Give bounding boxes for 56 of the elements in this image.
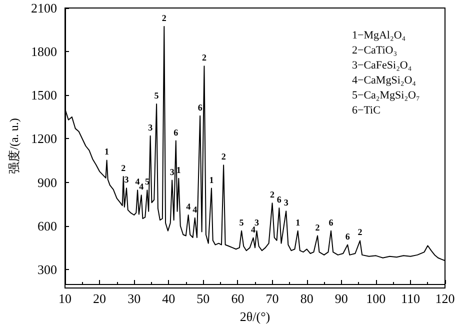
- x-tick-label: 40: [162, 291, 176, 306]
- annotation: 2: [358, 227, 363, 238]
- annotation: 2: [162, 12, 167, 23]
- x-tick-label: 100: [366, 291, 386, 306]
- annotation: 5: [154, 90, 160, 101]
- y-tick-label: 300: [38, 262, 57, 277]
- annotation: 1−MgAl₂O₄: [352, 30, 406, 42]
- annotation: 4: [135, 176, 140, 187]
- x-tick-label: 90: [334, 291, 348, 306]
- annotation: 2−CaTiO₃: [352, 44, 398, 56]
- annotation: 1: [296, 217, 301, 228]
- y-tick-label: 1800: [31, 44, 57, 60]
- annotation: 1: [104, 146, 110, 157]
- annotation: 6: [345, 231, 350, 242]
- annotation: 4: [139, 182, 144, 192]
- y-axis-title: 强度/(a. u.): [7, 118, 22, 174]
- annotation: 4: [186, 202, 192, 212]
- annotation: 4−CaMgSi₂O₄: [352, 74, 416, 86]
- annotation: 6: [276, 194, 282, 205]
- annotation: 1: [176, 164, 182, 175]
- annotation: 5−Ca₂MgSi₂O₇: [352, 90, 420, 102]
- annotation: 2: [202, 52, 207, 63]
- annotation: 6: [328, 217, 334, 228]
- y-tick-label: 1500: [31, 88, 57, 103]
- annotation: 6−TiC: [352, 104, 380, 116]
- annotation: 3: [148, 122, 154, 132]
- y-tick-label: 900: [38, 174, 57, 190]
- annotation: 2: [270, 190, 276, 200]
- x-tick-label: 70: [266, 291, 279, 306]
- annotation: 5: [239, 217, 244, 228]
- annotation: 3: [170, 166, 175, 177]
- x-tick-label: 80: [300, 291, 314, 306]
- annotation: 2: [221, 152, 226, 162]
- x-tick-label: 110: [400, 291, 420, 306]
- annotation: 3: [284, 198, 289, 208]
- y-tick-label: 1200: [31, 131, 57, 146]
- annotation: 4: [192, 204, 198, 214]
- annotation: 6: [174, 127, 179, 138]
- y-tick-label: 600: [38, 218, 57, 234]
- x-tick-label: 10: [58, 291, 72, 306]
- annotation: 3−CaFeSi₂O₄: [352, 60, 412, 72]
- annotation: 2: [315, 222, 320, 232]
- annotation: 4: [251, 224, 256, 234]
- y-tick-label: 2100: [31, 0, 57, 16]
- annotation: 3: [254, 217, 260, 228]
- x-tick-label: 120: [435, 291, 455, 306]
- x-tick-label: 20: [93, 291, 106, 306]
- x-tick-label: 60: [231, 291, 244, 306]
- annotation: 3: [124, 174, 130, 185]
- x-tick-label: 30: [128, 291, 141, 306]
- annotation: 5: [144, 176, 150, 187]
- annotation: 2: [121, 163, 126, 174]
- annotation: 6: [198, 102, 203, 112]
- x-tick-label: 50: [196, 291, 210, 306]
- x-axis-title: 2θ/(°): [240, 309, 270, 324]
- annotation: 1: [209, 174, 214, 185]
